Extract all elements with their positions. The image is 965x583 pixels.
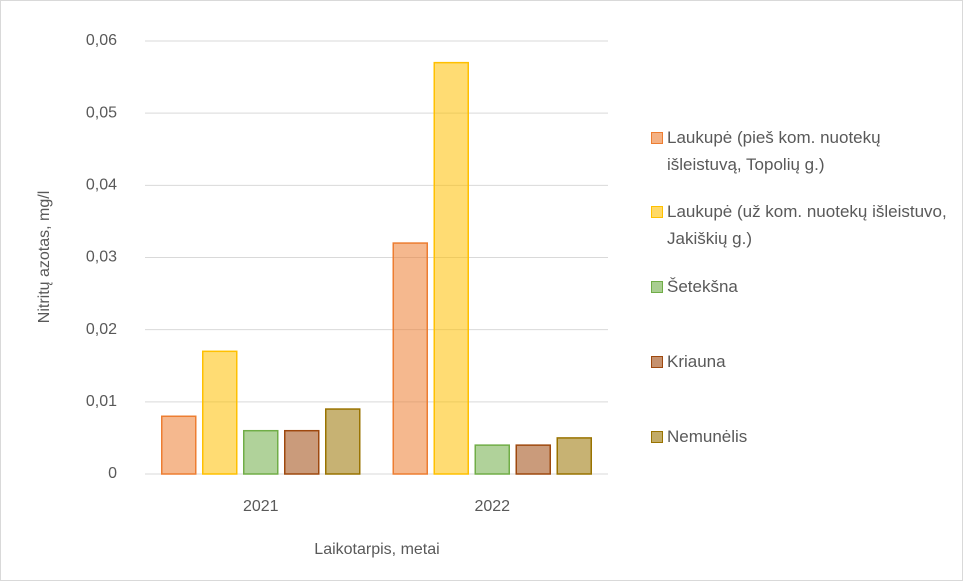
legend-label: Laukupė (už kom. nuotekų išleistuvo, Jak… — [667, 202, 947, 248]
bar — [161, 415, 197, 475]
legend-swatch — [651, 431, 663, 443]
legend-item: Kriauna — [651, 348, 951, 375]
bar — [202, 350, 238, 475]
bar — [325, 408, 361, 475]
legend-label: Kriauna — [667, 352, 726, 371]
legend-item: Šetekšna — [651, 273, 951, 300]
legend-label: Laukupė (pieš kom. nuotekų išleistuvą, T… — [667, 128, 881, 174]
legend-swatch — [651, 132, 663, 144]
legend-item: Laukupė (pieš kom. nuotekų išleistuvą, T… — [651, 124, 951, 178]
legend-label: Šetekšna — [667, 277, 738, 296]
legend-label: Nemunėlis — [667, 427, 748, 446]
legend-swatch — [651, 281, 663, 293]
y-tick-label: 0,04 — [86, 177, 117, 194]
bar — [556, 437, 592, 475]
y-tick-label: 0,06 — [86, 32, 117, 49]
bar — [474, 444, 510, 475]
legend-swatch — [651, 206, 663, 218]
y-tick-label: 0,02 — [86, 321, 117, 338]
y-axis-label: Nitritų azotas, mg/l — [36, 191, 53, 323]
x-axis-label: Laikotarpis, metai — [314, 541, 439, 558]
y-tick-label: 0,05 — [86, 104, 117, 121]
bar — [433, 61, 469, 475]
y-tick-label: 0 — [108, 465, 117, 482]
legend-item: Laukupė (už kom. nuotekų išleistuvo, Jak… — [651, 198, 951, 252]
legend-swatch — [651, 356, 663, 368]
x-tick-label: 2021 — [243, 498, 279, 515]
bar — [392, 242, 428, 475]
bar — [515, 444, 551, 475]
x-tick-label: 2022 — [474, 498, 510, 515]
y-tick-label: 0,03 — [86, 249, 117, 266]
bar — [243, 429, 279, 475]
bar — [284, 429, 320, 475]
y-tick-label: 0,01 — [86, 393, 117, 410]
legend-item: Nemunėlis — [651, 423, 951, 450]
